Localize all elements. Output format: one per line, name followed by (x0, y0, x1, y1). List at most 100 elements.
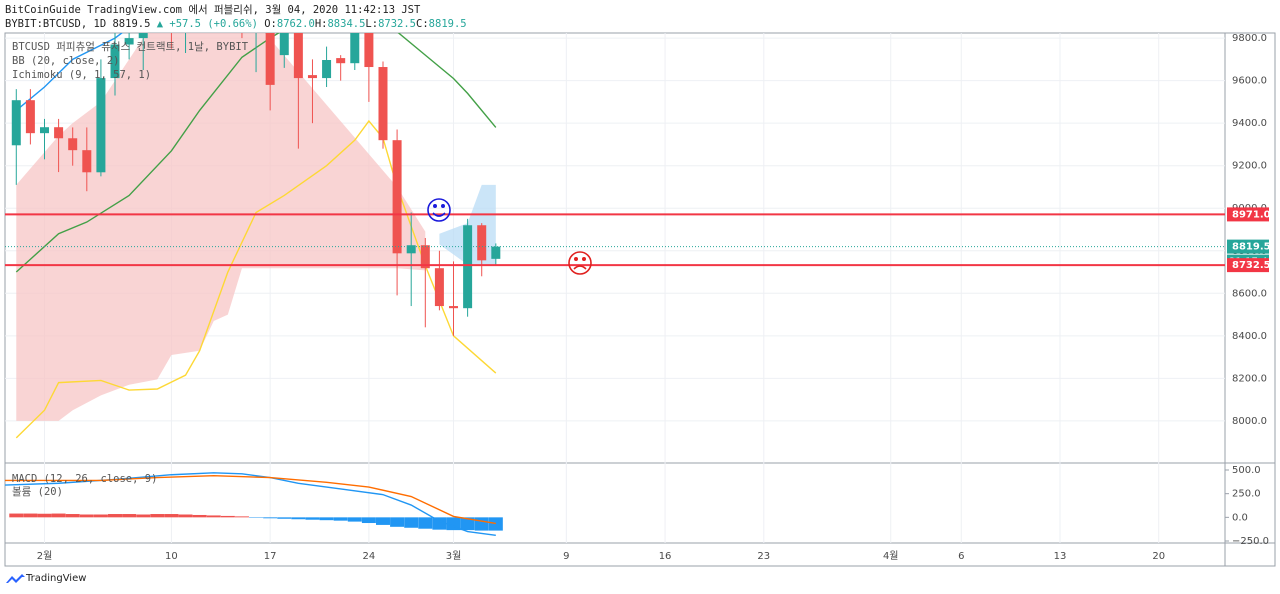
last-price: 8819.5 (112, 18, 151, 30)
frame (4, 32, 1276, 567)
histogram-bar (347, 517, 362, 522)
x-tick-label: 2월 (37, 550, 53, 562)
quote-line: BYBIT:BTCUSD, 1D 8819.5 ▲ +57.5 (+0.66%)… (5, 17, 467, 31)
x-tick-label: 16 (659, 551, 672, 562)
ohlc-key: C: (416, 18, 429, 30)
y-tick-label: 9800.0 (1232, 33, 1267, 44)
histogram-bar (234, 516, 249, 518)
price-tag-label: 8732.5 (1232, 260, 1271, 271)
histogram-bar (263, 517, 278, 519)
histogram-bar (37, 513, 52, 518)
candle-body (96, 78, 106, 173)
y-tick-label: −250.0 (1232, 536, 1269, 547)
histogram-bar (65, 514, 80, 518)
y-tick-label: 9400.0 (1232, 118, 1267, 129)
histogram-bar (375, 517, 390, 525)
histogram-bar (79, 514, 94, 518)
x-tick-label: 3월 (446, 550, 462, 562)
y-tick-label: 0.0 (1232, 512, 1248, 523)
candle-body (420, 245, 430, 269)
candle-body (378, 67, 388, 141)
y-tick-label: 8200.0 (1232, 373, 1267, 384)
indicator-line (15, 33, 497, 273)
candle-body (463, 225, 473, 309)
candle-body (279, 33, 289, 56)
footer: TradingView (26, 573, 87, 584)
x-tick-label: 23 (757, 551, 770, 562)
candle-body (39, 127, 49, 134)
x-tick-label: 10 (165, 551, 178, 562)
candle-body (449, 306, 459, 309)
histogram-bar (333, 517, 348, 521)
candle-body (322, 60, 332, 79)
macd-pane (5, 463, 1160, 543)
candle-body (406, 245, 416, 254)
ohlc-value: 8819.5 (428, 18, 467, 30)
x-tick-label: 17 (264, 551, 277, 562)
histogram-bar (23, 513, 38, 518)
candle-body (167, 0, 176, 25)
x-tick-label: 20 (1152, 551, 1165, 562)
indicator-line (15, 33, 123, 111)
histogram-bar (319, 517, 334, 521)
frown (568, 251, 592, 275)
candle-body (124, 38, 134, 45)
publish-line: BitCoinGuide TradingView.com 에서 퍼블리쉬, 3월… (5, 4, 421, 16)
candle-body (138, 33, 148, 39)
logo (6, 574, 25, 583)
histogram-bar (93, 514, 108, 518)
candle-body (54, 127, 64, 139)
ohlc: O:8762.0H:8834.5L:8732.5C:8819.5 (264, 18, 466, 30)
histogram-bar (51, 513, 66, 518)
histogram-bar (206, 515, 221, 518)
histogram-bar (432, 517, 447, 530)
candle-body (477, 225, 487, 261)
legend-entry: Ichimoku (9, 1, 57, 1) (12, 69, 151, 81)
main-pane (5, 0, 1225, 463)
ohlc-key: O: (264, 18, 277, 30)
candle-body (25, 100, 35, 134)
candle-body (265, 33, 275, 85)
ohlc-key: L: (365, 18, 379, 30)
x-tick-label: 6 (958, 551, 964, 562)
candle-body (350, 33, 360, 64)
histogram-bar (150, 514, 165, 518)
x-tick-label: 24 (363, 551, 376, 562)
histogram-bar (178, 514, 193, 518)
histogram-bar (361, 517, 376, 524)
histogram-bar (220, 515, 235, 518)
price-tag (1227, 239, 1269, 254)
ohlc-value: 8834.5 (327, 18, 366, 30)
change: ▲ +57.5 (+0.66%) (156, 18, 258, 30)
histogram-bar (277, 517, 292, 519)
price-tag (1227, 207, 1269, 222)
price-tag-label: 8819.5 (1232, 242, 1271, 253)
legend-entry: 볼륨 (20) (12, 486, 63, 498)
legend-title: BTCUSD 퍼피츄얼 퓨처스 컨트랙트, 1날, BYBIT (12, 41, 249, 53)
histogram-bar (122, 514, 137, 518)
candle-body (153, 0, 162, 17)
candle-body (252, 10, 261, 16)
y-tick-label: 8000.0 (1232, 416, 1267, 427)
candle-body (11, 100, 21, 146)
y-tick-label: 250.0 (1232, 489, 1261, 500)
histogram-bar (418, 517, 433, 529)
candle-body (307, 75, 317, 79)
smiley (427, 198, 451, 222)
macd-line (5, 474, 496, 525)
histogram-bar (108, 514, 123, 518)
candle-body (181, 0, 190, 25)
axes: 2월 10 17 24 3월 9 16 23 4월 6 13 20 8000.0 8200.0 8400.0… (37, 33, 1274, 562)
x-tick-label: 4월 (883, 550, 899, 562)
histogram-bar (488, 517, 503, 531)
candle-body (336, 58, 346, 64)
y-tick-label: 9200.0 (1232, 161, 1267, 172)
ohlc-key: H: (314, 18, 328, 30)
candle-body (434, 268, 444, 307)
candle-body (293, 33, 303, 79)
histogram-bar (9, 513, 24, 518)
candle-body (237, 0, 246, 17)
histogram-bar (460, 517, 475, 531)
